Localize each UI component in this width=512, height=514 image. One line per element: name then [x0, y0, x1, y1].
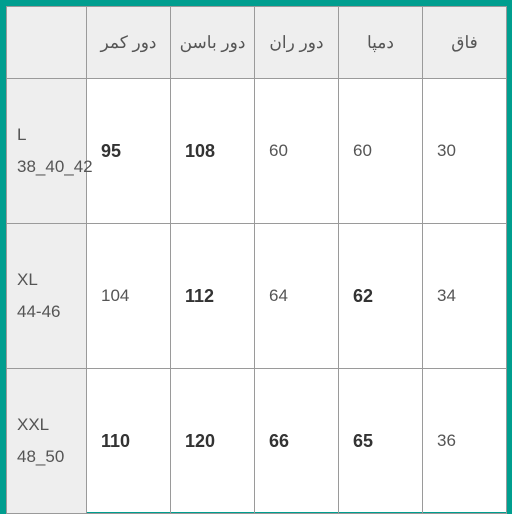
cell-hip: 112 [171, 224, 255, 369]
col-header-hem: دمپا [339, 7, 423, 79]
cell-hem: 65 [339, 369, 423, 514]
cell-rise: 36 [423, 369, 507, 514]
size-range: 48_50 [17, 441, 78, 473]
size-code: XL [17, 264, 78, 296]
cell-rise: 30 [423, 79, 507, 224]
cell-waist: 95 [87, 79, 171, 224]
size-range: 38_40_42 [17, 151, 78, 183]
col-header-thigh: دور ران [255, 7, 339, 79]
size-chart-sheet: دور کمر دور باسن دور ران دمپا فاق L 38_4… [6, 6, 506, 512]
size-chart-table: دور کمر دور باسن دور ران دمپا فاق L 38_4… [6, 6, 507, 514]
cell-waist: 104 [87, 224, 171, 369]
size-cell: XXL 48_50 [7, 369, 87, 514]
size-code: XXL [17, 409, 78, 441]
cell-thigh: 64 [255, 224, 339, 369]
table-row: XL 44-46 104 112 64 62 34 [7, 224, 507, 369]
col-header-rise: فاق [423, 7, 507, 79]
cell-hip: 120 [171, 369, 255, 514]
cell-waist: 110 [87, 369, 171, 514]
size-code: L [17, 119, 78, 151]
col-header-waist: دور کمر [87, 7, 171, 79]
table-header-row: دور کمر دور باسن دور ران دمپا فاق [7, 7, 507, 79]
col-header-hip: دور باسن [171, 7, 255, 79]
header-corner [7, 7, 87, 79]
cell-rise: 34 [423, 224, 507, 369]
size-cell: XL 44-46 [7, 224, 87, 369]
size-range: 44-46 [17, 296, 78, 328]
cell-hem: 62 [339, 224, 423, 369]
cell-hem: 60 [339, 79, 423, 224]
cell-thigh: 60 [255, 79, 339, 224]
table-row: L 38_40_42 95 108 60 60 30 [7, 79, 507, 224]
cell-hip: 108 [171, 79, 255, 224]
cell-thigh: 66 [255, 369, 339, 514]
table-row: XXL 48_50 110 120 66 65 36 [7, 369, 507, 514]
size-cell: L 38_40_42 [7, 79, 87, 224]
